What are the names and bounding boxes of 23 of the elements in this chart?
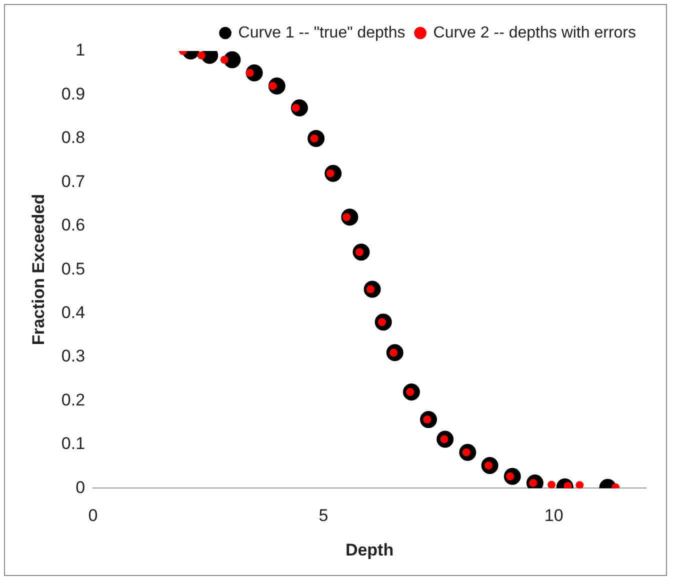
point [576, 481, 584, 488]
x-tick-label: 5 [318, 506, 328, 526]
x-tick-label: 0 [88, 506, 98, 526]
y-tick-label: 0 [76, 478, 86, 497]
y-tick-label: 0.7 [61, 172, 86, 191]
y-tick-label: 0.4 [61, 303, 86, 322]
y-tick-label: 0.3 [61, 346, 86, 366]
y-axis-title: Fraction Exceeded [28, 194, 48, 346]
y-tick-label: 0.8 [61, 128, 86, 148]
legend-label: Curve 2 -- depths with errors [433, 24, 636, 42]
x-tick-label: 10 [544, 506, 564, 526]
x-axis-title: Depth [345, 540, 394, 560]
y-tick-label: 0.6 [61, 216, 86, 235]
y-tick-label: 0.5 [61, 259, 86, 278]
y-tick-label: 1 [76, 40, 86, 60]
y-tick-label: 0.9 [61, 84, 86, 104]
point [548, 480, 556, 488]
point [246, 68, 254, 77]
y-tick-label: 0.2 [61, 390, 86, 410]
y-tick-label: 0.1 [61, 434, 86, 454]
legend-label: Curve 1 -- "true" depths [238, 24, 406, 42]
point [220, 56, 228, 64]
point [197, 51, 206, 60]
